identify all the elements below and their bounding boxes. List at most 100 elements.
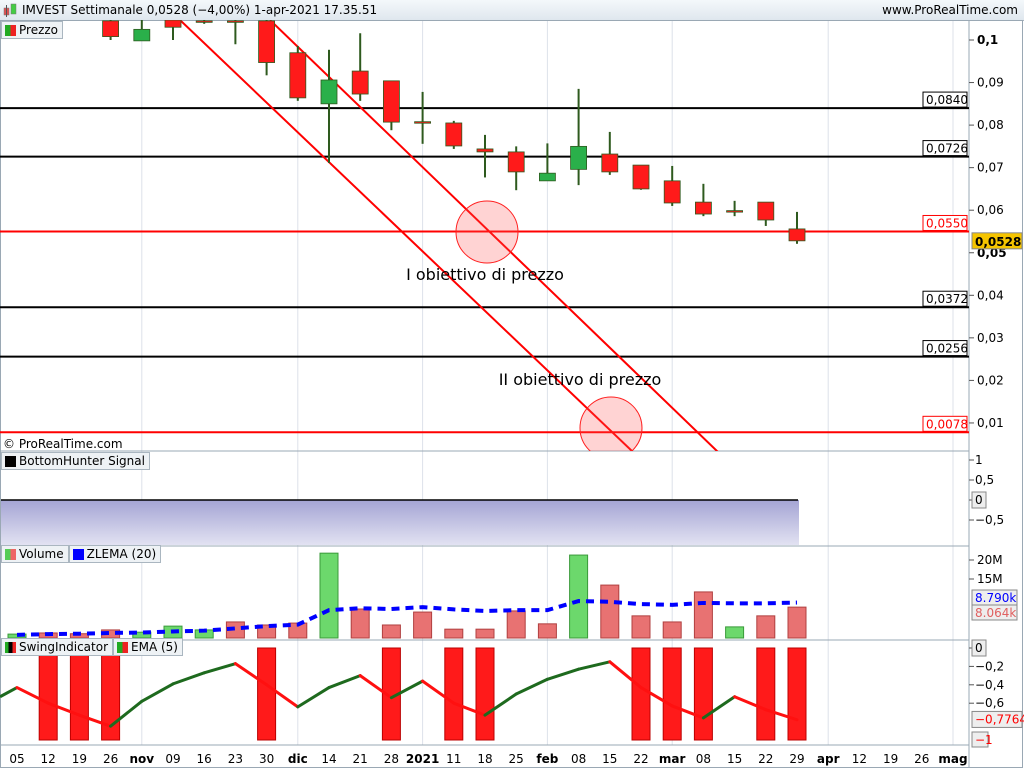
- bottomhunter-area: [1, 500, 799, 545]
- x-tick-label: 22: [758, 752, 773, 766]
- x-tick-label: 28: [384, 752, 399, 766]
- ema-segment: [577, 660, 612, 671]
- ema-segment: [202, 662, 237, 675]
- x-tick-label: mag: [938, 752, 967, 766]
- ema-segment: [452, 701, 487, 717]
- legend-zlema[interactable]: ZLEMA (20): [68, 545, 162, 563]
- legend-swing[interactable]: SwingIndicator: [1, 638, 114, 656]
- candle-body: [788, 228, 806, 242]
- last-price-box: [971, 232, 1023, 250]
- ema-segment: [670, 704, 705, 720]
- candle-body: [195, 20, 213, 23]
- legend-volume-label: Volume: [19, 547, 64, 561]
- candle-body: [663, 180, 681, 204]
- swing-bar: [444, 647, 464, 741]
- x-tick-label: mar: [659, 752, 686, 766]
- volume-bar: [475, 628, 495, 639]
- x-tick-label: 26: [103, 752, 118, 766]
- target-circle: [579, 396, 643, 451]
- legend-prezzo[interactable]: Prezzo: [1, 21, 64, 39]
- target-circle: [455, 200, 519, 264]
- y-tick-label: 0: [975, 493, 983, 507]
- price-level-label: 0,0078: [926, 417, 968, 431]
- price-level-label: 0,0550: [926, 216, 968, 230]
- y-tick-label: 0,5: [975, 473, 994, 487]
- candle-body: [539, 172, 556, 182]
- y-tick-label: 15M: [977, 572, 1003, 586]
- x-tick-label: 29: [789, 752, 804, 766]
- x-tick-label: 08: [571, 752, 586, 766]
- x-tick-label: feb: [536, 752, 558, 766]
- volume-bar: [537, 623, 557, 639]
- swing-value-box: [971, 731, 989, 748]
- volume-bar: [381, 624, 401, 639]
- ema-segment: [233, 662, 269, 687]
- swing-bar: [475, 647, 495, 741]
- candle-body: [414, 121, 432, 124]
- ema-segment: [265, 683, 300, 709]
- candle-body: [351, 70, 369, 95]
- volume-bar: [725, 626, 745, 639]
- swing-bar: [257, 647, 277, 741]
- ema-value-label: −0,7764: [975, 712, 1024, 726]
- ema-segment: [327, 674, 362, 690]
- candle-body: [102, 20, 119, 37]
- candle-body: [757, 201, 775, 221]
- ema-segment: [701, 695, 737, 720]
- volume-bar: [631, 615, 651, 639]
- x-tick-label: 18: [477, 752, 492, 766]
- x-tick-label: 22: [633, 752, 648, 766]
- price-level-label: 0,0256: [926, 342, 968, 356]
- ema-segment: [483, 692, 518, 717]
- volume-bar: [506, 610, 526, 639]
- legend-volume[interactable]: Volume: [1, 545, 69, 563]
- volume-bar: [569, 554, 589, 639]
- legend-zlema-label: ZLEMA (20): [86, 547, 157, 561]
- ema-segment: [545, 667, 581, 681]
- first-target-label: I obiettivo di prezzo: [406, 265, 564, 284]
- ema-value-box: [971, 710, 1023, 728]
- site-link[interactable]: www.ProRealTime.com: [882, 3, 1018, 17]
- legend-bottomhunter[interactable]: BottomHunter Signal: [1, 452, 150, 470]
- x-tick-label: 25: [509, 752, 524, 766]
- ema-segment: [639, 686, 674, 708]
- x-tick-label: 09: [165, 752, 180, 766]
- last-price-label: 0,0528: [975, 235, 1021, 249]
- value-box: [971, 491, 987, 509]
- price-level-box: [922, 340, 968, 357]
- price-level-box: [922, 415, 968, 432]
- legend-ema[interactable]: EMA (5): [113, 638, 183, 656]
- x-tick-label: 2021: [406, 752, 439, 766]
- y-tick-label: 1: [975, 453, 983, 467]
- ema-segment: [77, 713, 113, 728]
- y-tick-label: 0: [975, 641, 983, 655]
- candle-body: [164, 20, 182, 28]
- ema-segment: [171, 671, 206, 686]
- ema-segment: [140, 682, 175, 703]
- x-tick-label: 19: [72, 752, 87, 766]
- volume-bar: [319, 552, 339, 639]
- price-swatch-icon: [5, 24, 16, 36]
- x-tick-label: 23: [228, 752, 243, 766]
- candle-body: [507, 151, 525, 173]
- x-tick-label: 16: [197, 752, 212, 766]
- price-level-label: 0,0372: [926, 292, 968, 306]
- price-level-box: [922, 290, 968, 307]
- price-level-box: [922, 91, 968, 108]
- y-tick-label: 0,01: [977, 416, 1004, 430]
- y-tick-label: 0,03: [977, 331, 1004, 345]
- volume-bar: [225, 621, 245, 639]
- chart-title: IMVEST Settimanale 0,0528 (−4,00%) 1-apr…: [22, 3, 378, 17]
- candle-body: [289, 52, 307, 99]
- candle-body: [320, 79, 338, 105]
- volume-value-label: 8.064k: [975, 606, 1016, 620]
- candle-body: [226, 20, 244, 23]
- swing-bar: [662, 647, 682, 741]
- ema-segment: [514, 677, 549, 696]
- y-tick-label: −0,6: [975, 696, 1004, 710]
- swing-bar: [38, 647, 58, 741]
- candle-body: [632, 164, 650, 190]
- y-tick-label: −0,4: [975, 678, 1004, 692]
- volume-bar: [787, 606, 807, 639]
- x-tick-label: 12: [852, 752, 867, 766]
